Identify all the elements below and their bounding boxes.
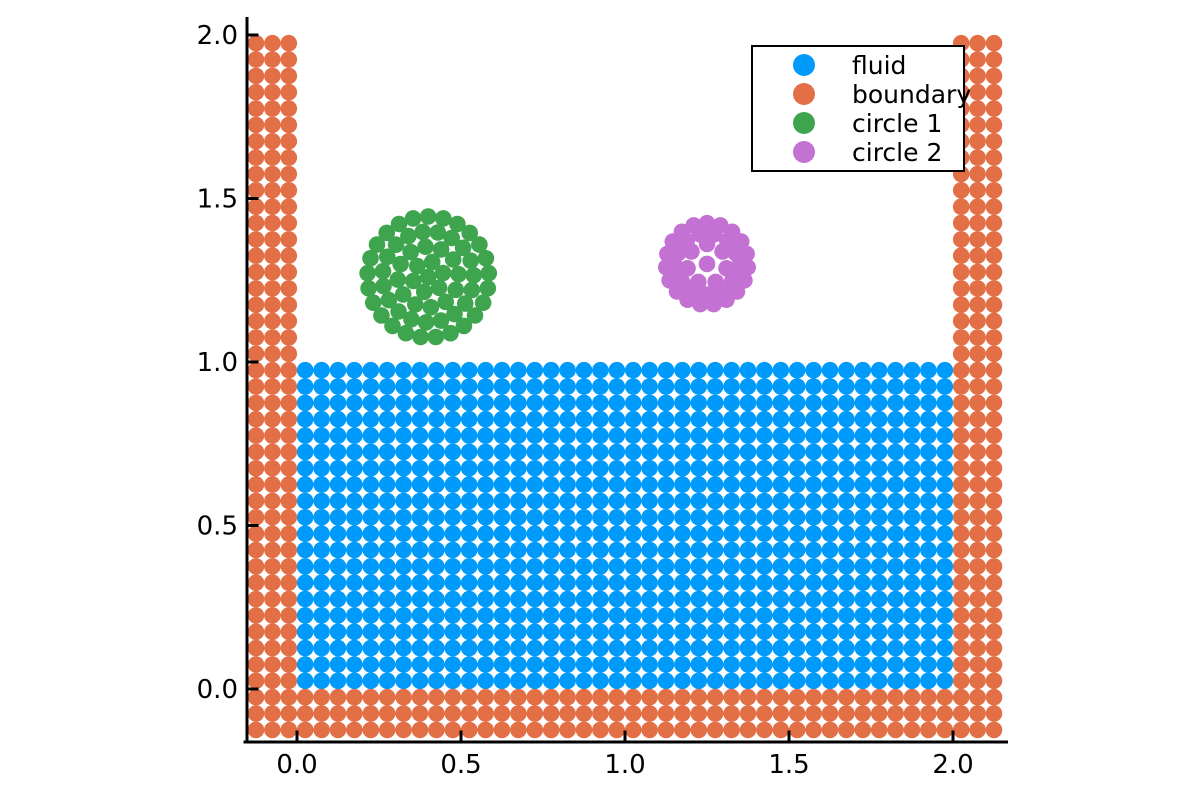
y-tick-label: 0.0 <box>197 675 238 705</box>
legend-entry-circle-2: circle 2 <box>793 140 963 165</box>
particle-layers <box>247 34 1003 739</box>
legend-marker-circle-2 <box>793 141 815 163</box>
x-tick-label: 1.0 <box>604 750 645 780</box>
legend-marker-boundary <box>793 83 815 105</box>
legend-label-fluid: fluid <box>852 50 907 80</box>
legend-label-boundary: boundary <box>852 79 972 109</box>
x-tick-label: 2.0 <box>932 750 973 780</box>
legend-marker-circle-1 <box>793 112 815 134</box>
circle-2-particles <box>658 214 756 313</box>
legend-label-circle-2: circle 2 <box>852 137 943 167</box>
x-tick-label: 0.0 <box>276 750 317 780</box>
legend-entry-circle-1: circle 1 <box>793 111 963 136</box>
legend-entry-fluid: fluid <box>793 53 963 78</box>
x-tick-label: 1.5 <box>768 750 809 780</box>
y-tick-label: 0.5 <box>197 512 238 542</box>
legend-entry-boundary: boundary <box>793 82 971 107</box>
fluid-particles <box>296 361 954 690</box>
x-tick-label: 0.5 <box>440 750 481 780</box>
y-tick-label: 2.0 <box>197 21 238 51</box>
axes: 0.0 0.5 1.0 1.5 2.0 0.0 0.5 1.0 1.5 2.0 <box>197 17 1008 780</box>
legend: fluid boundary circle 1 circle 2 <box>751 45 971 172</box>
circle-1-particles <box>359 208 498 346</box>
legend-label-circle-1: circle 1 <box>852 108 943 138</box>
legend-marker-fluid <box>793 54 815 76</box>
y-tick-label: 1.0 <box>197 348 238 378</box>
y-tick-label: 1.5 <box>197 185 238 215</box>
